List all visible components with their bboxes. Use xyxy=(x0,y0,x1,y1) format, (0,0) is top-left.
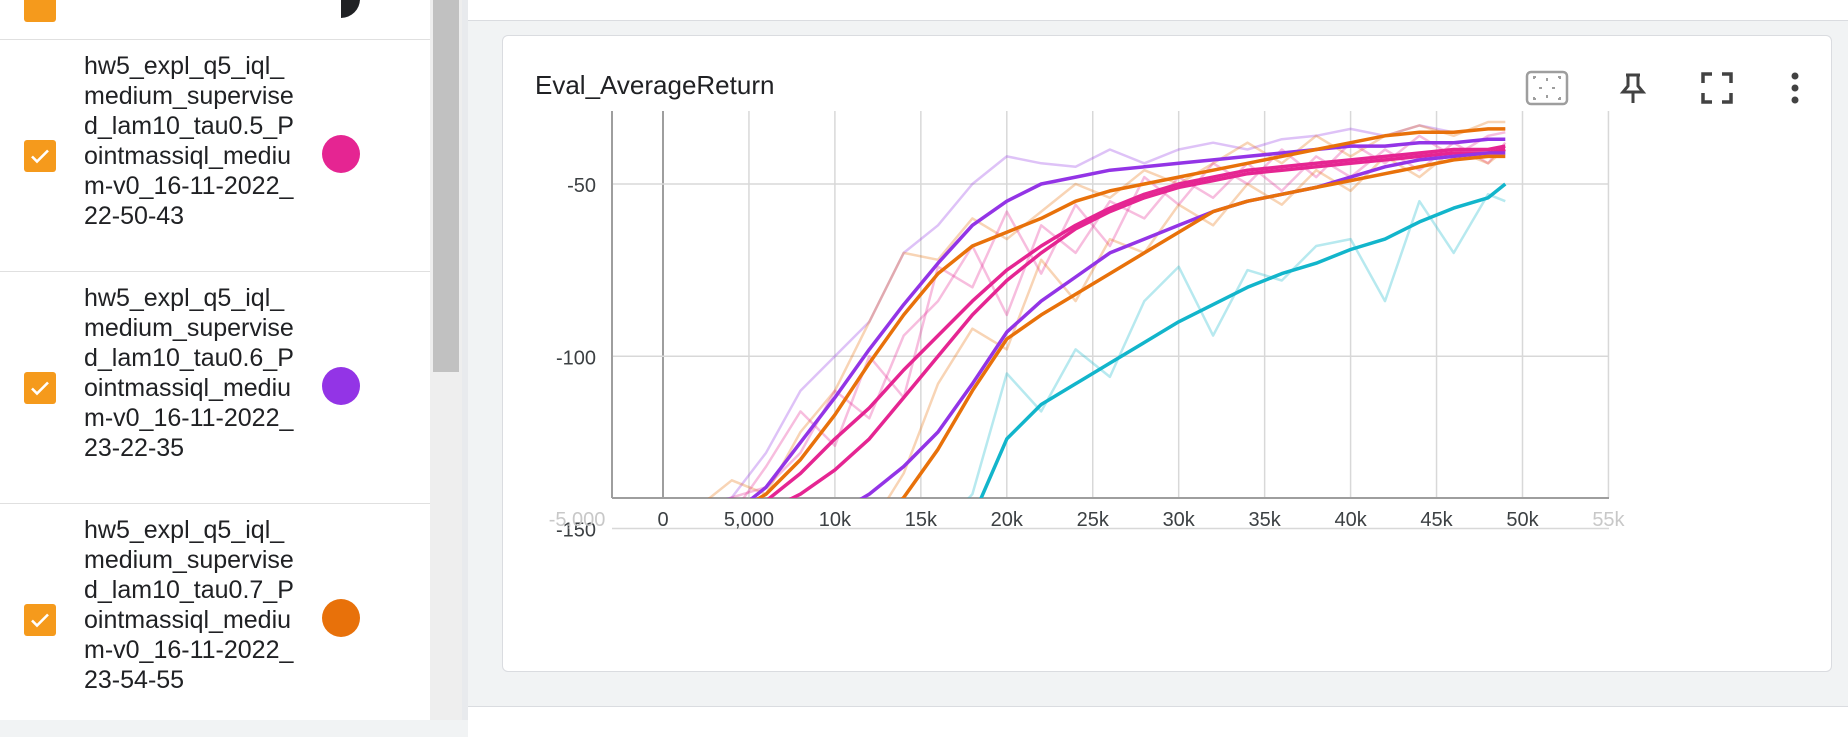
x-tick-label: 55k xyxy=(1592,509,1625,531)
x-tick-label: 15k xyxy=(905,509,938,531)
x-tick-label: 50k xyxy=(1506,509,1539,531)
run-list: hw5_expl_q5_iql_medium_supervised_lam10_… xyxy=(0,0,430,720)
run-checkbox[interactable] xyxy=(24,372,56,404)
series-line-smoothed xyxy=(749,137,1506,498)
x-tick-label: 20k xyxy=(991,509,1024,531)
panel-divider[interactable] xyxy=(462,0,468,720)
scrollbar-thumb[interactable] xyxy=(433,0,459,372)
series-line-raw xyxy=(725,124,1506,498)
run-checkbox[interactable] xyxy=(24,140,56,172)
more-vert-icon[interactable] xyxy=(1773,66,1817,110)
series-line-smoothed xyxy=(788,147,1506,498)
sidebar: hw5_expl_q5_iql_medium_supervised_lam10_… xyxy=(0,0,462,720)
y-tick-label: -100 xyxy=(556,347,596,369)
x-tick-label: 25k xyxy=(1077,509,1110,531)
color-picker[interactable] xyxy=(322,599,360,637)
chart-card: Eval_AverageReturn -50 -100 -150 -5,000 0 5,0… xyxy=(502,35,1832,672)
series-line-smoothed xyxy=(766,144,1506,498)
run-row-partial xyxy=(0,0,430,40)
run-row: hw5_expl_q5_iql_medium_supervised_lam10_… xyxy=(0,504,430,720)
run-checkbox[interactable] xyxy=(24,0,56,22)
color-picker[interactable] xyxy=(341,0,360,18)
main-panel: Eval_AverageReturn -50 -100 -150 -5,000 0 5,0… xyxy=(468,0,1848,737)
series-line-raw xyxy=(707,120,1506,498)
x-tick-label: 5,000 xyxy=(724,509,774,531)
series-line-raw xyxy=(967,193,1506,498)
series-line-smoothed xyxy=(979,182,1507,498)
run-name: hw5_expl_q5_iql_medium_supervised_lam10_… xyxy=(84,52,294,230)
x-tick-label: 35k xyxy=(1249,509,1282,531)
color-picker[interactable] xyxy=(322,135,360,173)
x-tick-label: 30k xyxy=(1163,509,1196,531)
run-name: hw5_expl_q5_iql_medium_supervised_lam10_… xyxy=(84,516,294,694)
run-row: hw5_expl_q5_iql_medium_supervised_lam10_… xyxy=(0,40,430,272)
y-tick-label: -150 xyxy=(556,520,596,542)
next-card xyxy=(468,706,1848,737)
run-checkbox[interactable] xyxy=(24,604,56,636)
check-icon xyxy=(31,613,49,628)
x-tick-label: 0 xyxy=(657,509,668,531)
series-line-smoothed xyxy=(756,127,1506,498)
x-tick-label: -5,000 xyxy=(549,509,606,531)
line-chart[interactable]: -50 -100 -150-5,000 0 5,000 10k 15k 20k 25k 30k 35… xyxy=(503,36,1833,673)
x-tick-label: 10k xyxy=(819,509,852,531)
previous-card xyxy=(468,0,1848,21)
check-icon xyxy=(31,149,49,164)
check-icon xyxy=(31,381,49,396)
run-row: hw5_expl_q5_iql_medium_supervised_lam10_… xyxy=(0,272,430,504)
chart-title: Eval_AverageReturn xyxy=(535,70,775,100)
series-line-raw xyxy=(728,141,1507,498)
x-tick-label: 40k xyxy=(1334,509,1367,531)
x-tick-label: 45k xyxy=(1420,509,1453,531)
run-name: hw5_expl_q5_iql_medium_supervised_lam10_… xyxy=(84,284,294,462)
series-line-smoothed xyxy=(900,154,1506,498)
y-tick-label: -50 xyxy=(567,175,596,197)
pin-icon[interactable] xyxy=(1611,66,1655,110)
fullscreen-icon[interactable] xyxy=(1695,66,1739,110)
series-line-smoothed xyxy=(859,151,1506,498)
color-picker[interactable] xyxy=(322,367,360,405)
fit-domain-icon[interactable] xyxy=(1525,66,1569,110)
